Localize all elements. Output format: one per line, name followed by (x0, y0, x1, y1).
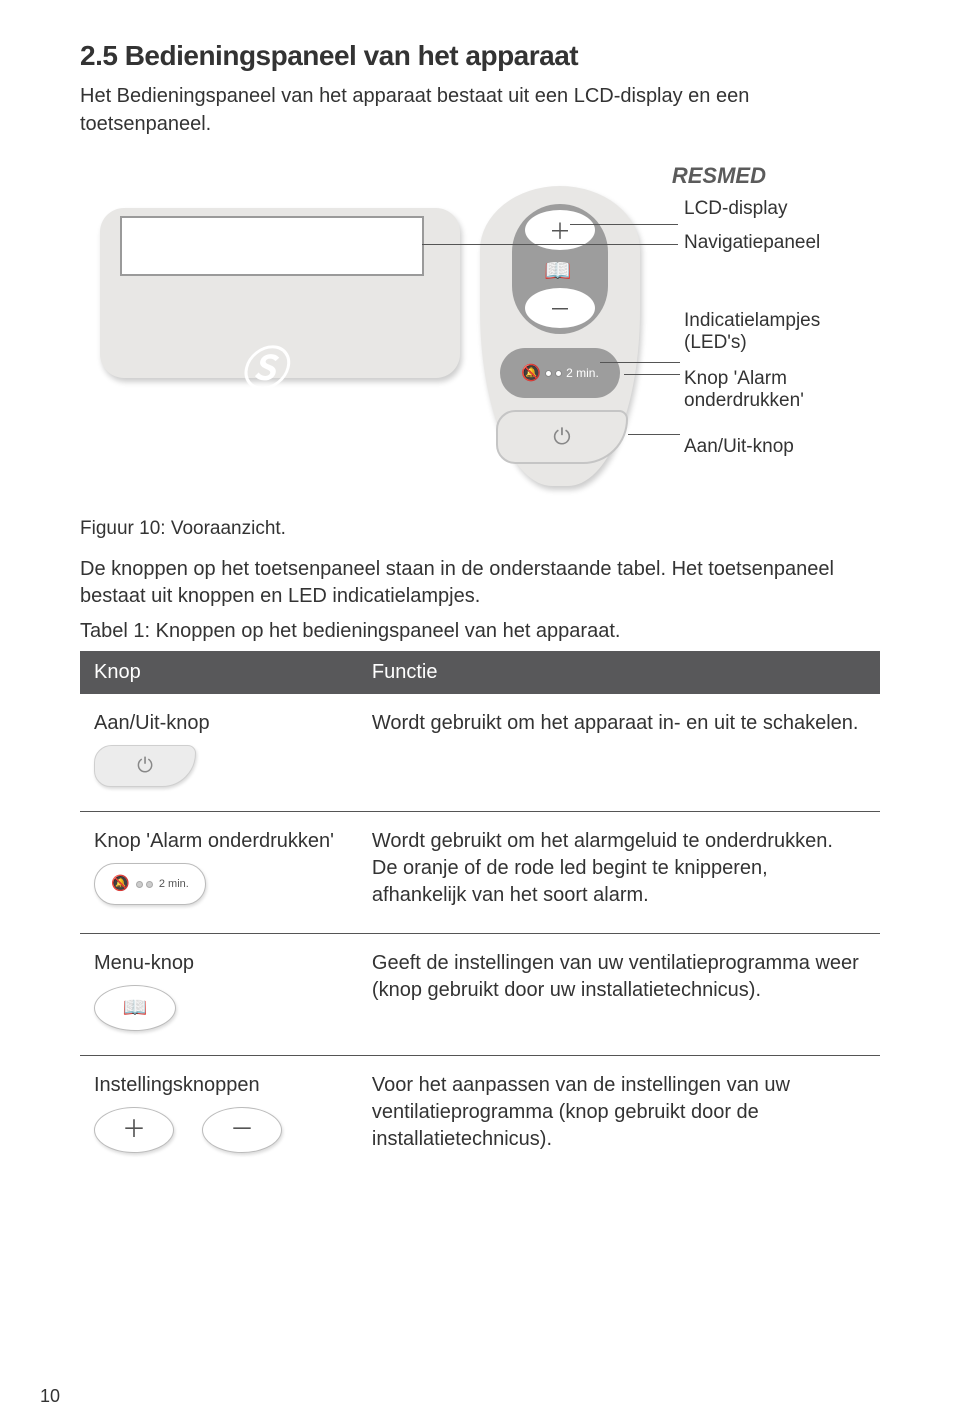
bell-mute-icon: 🔕 (111, 874, 130, 894)
table-row: Menu-knop 📖 Geeft de instellingen van uw… (80, 934, 880, 1056)
table-header: Knop Functie (80, 651, 880, 694)
alarm-mute-icon: 🔕 2 min. (94, 863, 206, 905)
alarm-timer-label: 2 min. (159, 877, 189, 892)
device-logo: Ⓢ (240, 333, 286, 399)
row-knop-name: Knop 'Alarm onderdrukken' (94, 828, 362, 855)
device-body-right: ＋ 📖 － 🔕 2 min. ⏻ (460, 176, 680, 486)
row-knop-name: Menu-knop (94, 950, 362, 977)
section-title: 2.5 Bedieningspaneel van het apparaat (80, 40, 880, 72)
leader-line (422, 244, 678, 245)
page-number: 10 (40, 1386, 60, 1407)
label-power: Aan/Uit-knop (684, 436, 794, 458)
figure-caption: Figuur 10: Vooraanzicht. (80, 518, 880, 540)
label-alarm: Knop 'Alarm onderdrukken' (684, 368, 844, 412)
minus-button: － (525, 288, 595, 328)
label-lcd: LCD-display (684, 198, 787, 220)
menu-icon: 📖 (94, 985, 176, 1031)
leader-line (570, 224, 678, 225)
header-knop: Knop (94, 661, 372, 684)
row-func: Geeft de instellingen van uw ventilatiep… (372, 950, 866, 1031)
leader-line (624, 374, 680, 375)
alarm-timer-label: 2 min. (566, 366, 599, 380)
alarm-mute-button: 🔕 2 min. (500, 348, 620, 398)
table-row: Aan/Uit-knop ⏻ Wordt gebruikt om het app… (80, 694, 880, 812)
bell-mute-icon: 🔕 (521, 363, 541, 383)
minus-icon: － (202, 1107, 282, 1153)
plus-icon: ＋ (94, 1107, 174, 1153)
menu-button-icon: 📖 (544, 258, 571, 284)
header-functie: Functie (372, 661, 866, 684)
table-caption: Tabel 1: Knoppen op het bedieningspaneel… (80, 620, 880, 643)
led-dots (545, 370, 562, 377)
row-func: Voor het aanpassen van de instellingen v… (372, 1072, 866, 1153)
label-nav: Navigatiepaneel (684, 232, 820, 254)
row-knop-name: Aan/Uit-knop (94, 710, 362, 737)
row-func: Wordt gebruikt om het alarmgeluid te ond… (372, 828, 866, 909)
device-figure: RESMED Ⓢ ＋ 📖 － 🔕 2 min. ⏻ LCD-display Na… (80, 158, 820, 498)
table-row: Instellingsknoppen ＋ － Voor het aanpasse… (80, 1056, 880, 1177)
table-row: Knop 'Alarm onderdrukken' 🔕 2 min. Wordt… (80, 812, 880, 934)
leader-line (600, 362, 680, 363)
power-button: ⏻ (496, 410, 628, 464)
row-knop-name: Instellingsknoppen (94, 1072, 362, 1099)
row-func: Wordt gebruikt om het apparaat in- en ui… (372, 710, 866, 787)
buttons-table: Knop Functie Aan/Uit-knop ⏻ Wordt gebrui… (80, 651, 880, 1177)
power-icon: ⏻ (94, 745, 196, 787)
label-leds: Indicatielampjes (LED's) (684, 310, 844, 354)
lcd-display (120, 216, 424, 276)
paragraph-1: De knoppen op het toetsenpaneel staan in… (80, 556, 880, 610)
section-intro: Het Bedieningspaneel van het apparaat be… (80, 82, 880, 138)
leader-line (628, 434, 680, 435)
brand-label: RESMED (672, 163, 766, 189)
